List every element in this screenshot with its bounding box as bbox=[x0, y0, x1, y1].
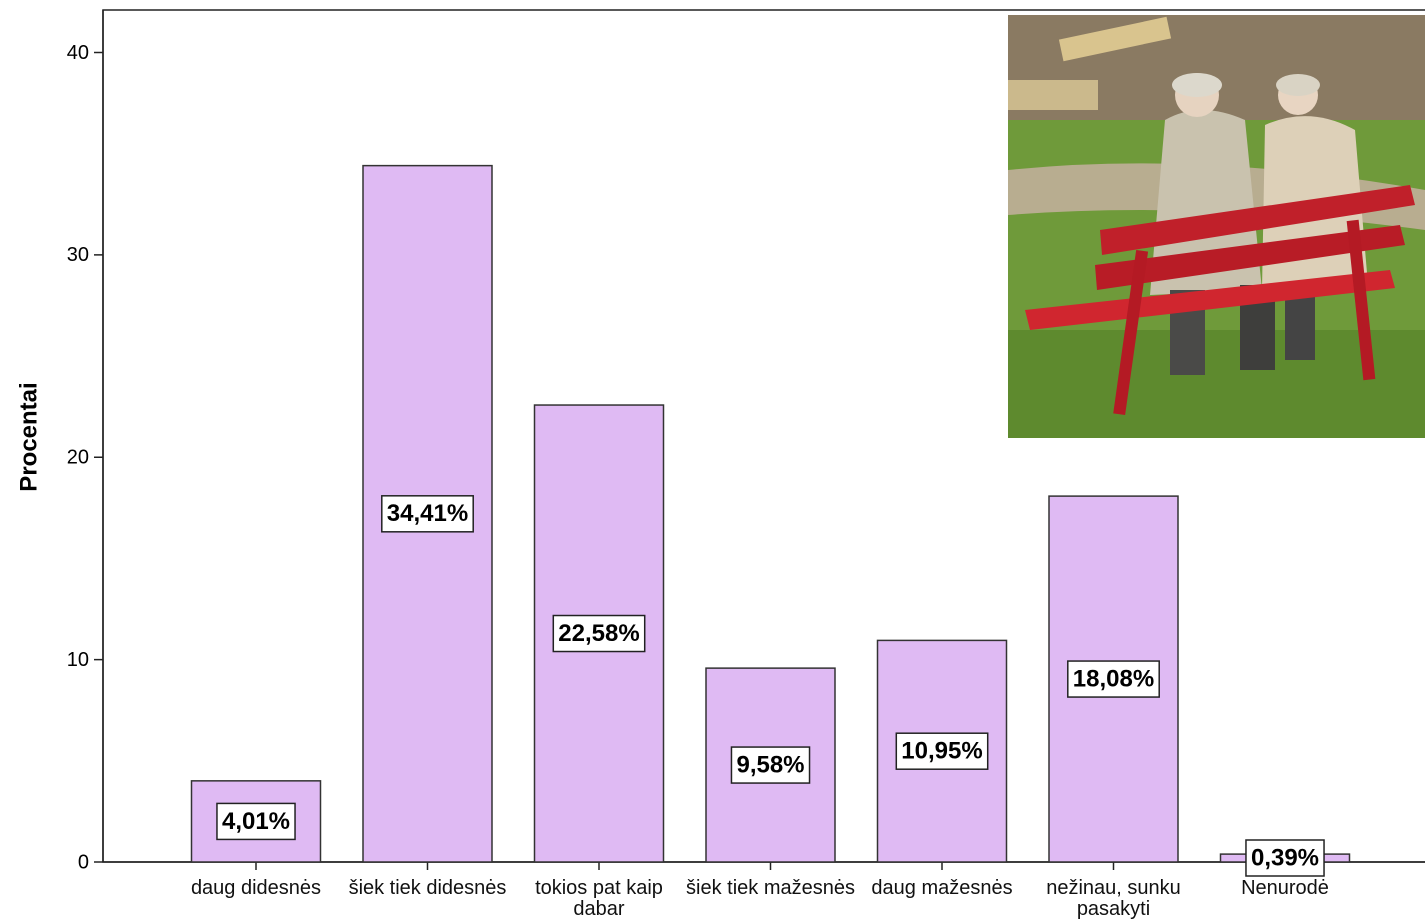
x-tick-label: Nenurodė bbox=[1241, 877, 1329, 899]
value-label-box bbox=[730, 746, 811, 784]
y-tick-label: 10 bbox=[67, 649, 89, 671]
value-label-box bbox=[1245, 839, 1325, 877]
x-tick-label: nežinau, sunku pasakyti bbox=[1046, 877, 1181, 920]
y-tick-label: 0 bbox=[78, 851, 89, 873]
x-tick-label: tokios pat kaip dabar bbox=[535, 877, 663, 920]
y-tick-label: 20 bbox=[67, 447, 89, 469]
y-axis-label: Procentai bbox=[15, 382, 42, 491]
value-label: 4,01% bbox=[222, 808, 290, 835]
value-label: 10,95% bbox=[901, 738, 982, 765]
value-label-box bbox=[381, 495, 474, 533]
value-label: 18,08% bbox=[1073, 665, 1154, 692]
x-tick-label: daug didesnės bbox=[190, 877, 322, 899]
value-label: 0,39% bbox=[1251, 844, 1319, 871]
value-label-box bbox=[1067, 660, 1160, 698]
value-label: 34,41% bbox=[387, 500, 468, 527]
y-tick-label: 40 bbox=[67, 42, 89, 64]
value-label: 9,58% bbox=[736, 751, 804, 778]
photo bbox=[1008, 15, 1425, 438]
value-label: 22,58% bbox=[558, 620, 639, 647]
x-tick-label: daug mažesnės bbox=[871, 877, 1013, 899]
value-label-box bbox=[895, 732, 989, 770]
y-tick-label: 30 bbox=[67, 244, 89, 266]
x-tick-label: šiek tiek didesnės bbox=[348, 877, 507, 899]
value-label-box bbox=[552, 614, 646, 653]
x-tick-label: šiek tiek mažesnės bbox=[686, 877, 855, 899]
value-label-box bbox=[216, 802, 296, 841]
